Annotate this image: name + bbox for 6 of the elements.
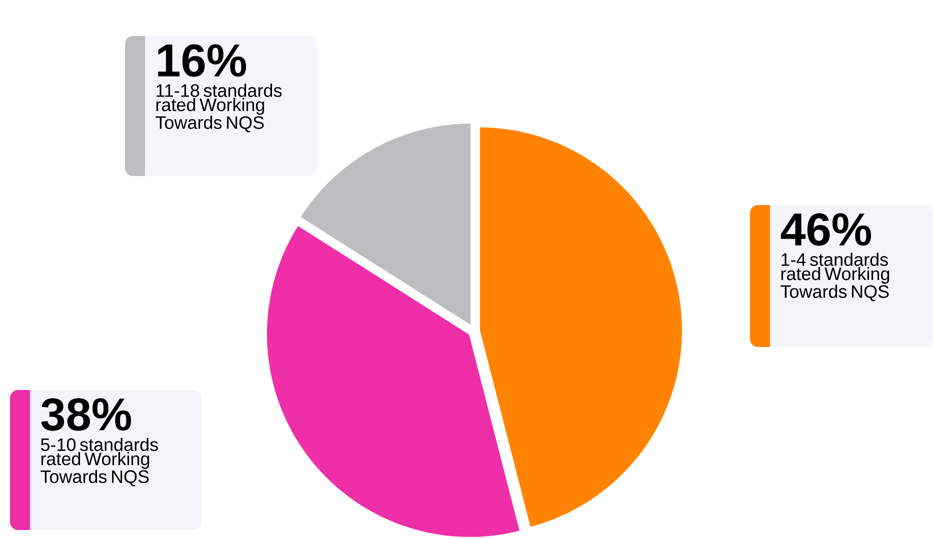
data-label: 38% [41, 398, 132, 431]
data-label: 46% [780, 213, 872, 246]
slice-label: 5-10 standards rated Working Towards NQS [40, 438, 158, 486]
data-label: 16% [158, 44, 246, 77]
slice-label: 11-18 standards rated Working Towards NQS [156, 84, 282, 132]
slice-label: 1-4 standards rated Working Towards NQS [780, 252, 890, 302]
